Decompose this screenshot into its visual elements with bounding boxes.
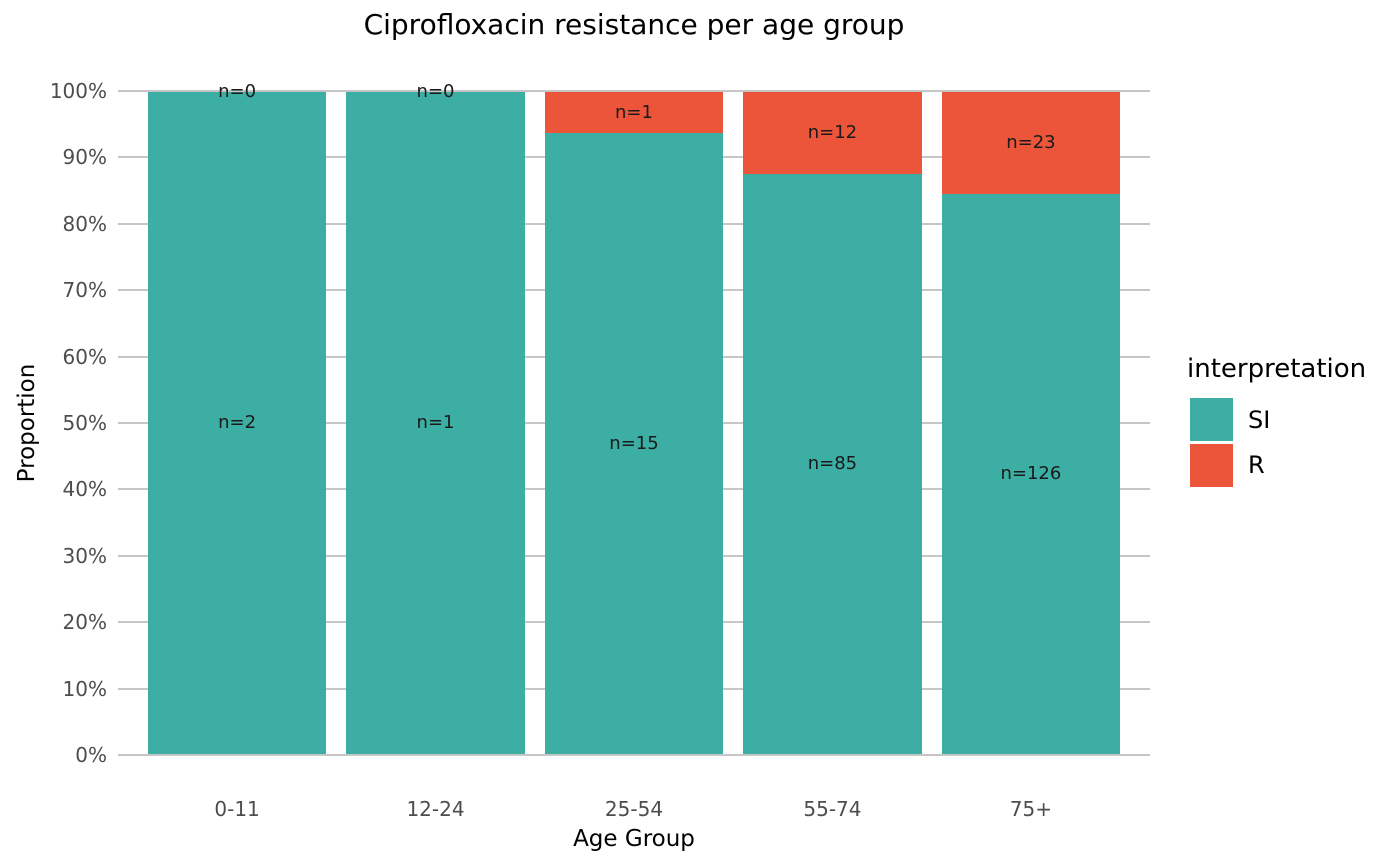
bar-segment-r <box>743 92 922 174</box>
y-tick-label: 100% <box>49 79 107 103</box>
grid-line <box>118 90 1150 92</box>
bar-count-label-r: n=0 <box>218 81 257 102</box>
bar-segment-si <box>941 194 1121 754</box>
bar-count-label-si: n=2 <box>218 412 257 433</box>
y-tick-label: 10% <box>62 676 107 701</box>
x-tick-label: 75+ <box>1009 797 1053 821</box>
bar-segment-si <box>544 133 724 754</box>
legend-label-r: R <box>1248 451 1265 479</box>
bar-count-label-r: n=12 <box>807 121 858 143</box>
legend-swatch-r <box>1190 444 1233 487</box>
bar-segment-si <box>147 92 327 754</box>
chart-title: Ciprofloxacin resistance per age group <box>363 8 905 41</box>
bar-count-label-r: n=0 <box>416 81 455 102</box>
grid-line <box>118 754 1150 756</box>
bar-count-label-si: n=15 <box>609 432 659 454</box>
y-tick-label: 40% <box>62 477 107 502</box>
x-tick-label: 25-54 <box>604 797 664 821</box>
x-axis-title: Age Group <box>573 826 695 852</box>
bar-count-label-si: n=1 <box>416 412 455 433</box>
legend-title: interpretation <box>1187 354 1367 384</box>
y-tick-label: 50% <box>62 411 107 435</box>
legend-label-si: SI <box>1248 406 1271 434</box>
y-tick-label: 30% <box>62 543 107 568</box>
bar-segment-r <box>941 92 1121 195</box>
y-tick-label: 60% <box>62 344 107 369</box>
y-tick-label: 20% <box>62 610 107 635</box>
bar-segment-si <box>743 173 922 754</box>
y-tick-label: 70% <box>62 278 107 303</box>
bar-count-label-si: n=85 <box>807 452 858 474</box>
x-tick-label: 55-74 <box>803 797 862 821</box>
bar-segment-si <box>346 92 525 754</box>
y-tick-label: 0% <box>75 743 107 767</box>
bar-count-label-r: n=1 <box>615 101 653 123</box>
x-tick-label: 12-24 <box>406 797 465 821</box>
bar-count-label-r: n=23 <box>1006 132 1056 154</box>
x-tick-label: 0-11 <box>214 797 260 821</box>
bar-segment-r <box>544 92 724 134</box>
bar-count-label-si: n=126 <box>1000 463 1062 485</box>
y-tick-label: 80% <box>62 211 107 236</box>
y-tick-label: 90% <box>62 145 107 170</box>
legend-swatch-si <box>1190 398 1233 441</box>
